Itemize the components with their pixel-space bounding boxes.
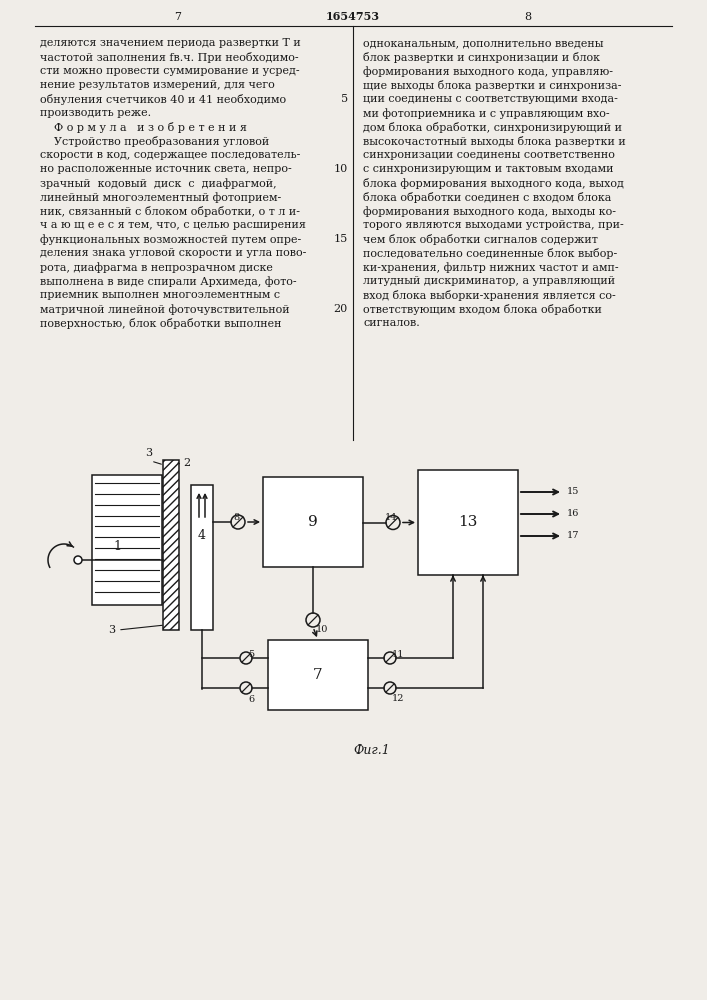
Text: 15: 15 xyxy=(334,234,348,244)
Text: линейный многоэлементный фотоприем-: линейный многоэлементный фотоприем- xyxy=(40,192,281,203)
Text: блока формирования выходного кода, выход: блока формирования выходного кода, выход xyxy=(363,178,624,189)
Text: 3: 3 xyxy=(108,625,115,635)
Text: выполнена в виде спирали Архимеда, фото-: выполнена в виде спирали Архимеда, фото- xyxy=(40,276,297,287)
Text: 20: 20 xyxy=(334,304,348,314)
Text: с синхронизирующим и тактовым входами: с синхронизирующим и тактовым входами xyxy=(363,164,614,174)
Text: 7: 7 xyxy=(313,668,323,682)
Text: вход блока выборки-хранения является со-: вход блока выборки-хранения является со- xyxy=(363,290,616,301)
Bar xyxy=(163,460,179,630)
Text: 7: 7 xyxy=(175,12,182,22)
Text: литудный дискриминатор, а управляющий: литудный дискриминатор, а управляющий xyxy=(363,276,615,286)
Text: 13: 13 xyxy=(458,516,478,530)
Text: 11: 11 xyxy=(392,650,404,659)
Text: деления знака угловой скорости и угла пово-: деления знака угловой скорости и угла по… xyxy=(40,248,306,258)
Text: 16: 16 xyxy=(567,510,579,518)
Text: 3: 3 xyxy=(146,448,153,458)
Text: ми фотоприемника и с управляющим вхо-: ми фотоприемника и с управляющим вхо- xyxy=(363,108,609,119)
Text: 10: 10 xyxy=(334,164,348,174)
Text: дом блока обработки, синхронизирующий и: дом блока обработки, синхронизирующий и xyxy=(363,122,622,133)
Text: щие выходы блока развертки и синхрониза-: щие выходы блока развертки и синхрониза- xyxy=(363,80,621,91)
Text: 4: 4 xyxy=(198,529,206,542)
Bar xyxy=(263,477,363,567)
Text: 9: 9 xyxy=(308,515,318,529)
Text: 17: 17 xyxy=(567,532,580,540)
Text: 1: 1 xyxy=(113,540,121,553)
Bar xyxy=(92,475,162,605)
Text: торого являются выходами устройства, при-: торого являются выходами устройства, при… xyxy=(363,220,624,230)
Text: приемник выполнен многоэлементным с: приемник выполнен многоэлементным с xyxy=(40,290,280,300)
Text: ответствующим входом блока обработки: ответствующим входом блока обработки xyxy=(363,304,602,315)
Text: производить реже.: производить реже. xyxy=(40,108,151,118)
Text: сигналов.: сигналов. xyxy=(363,318,420,328)
Text: матричной линейной фоточувствительной: матричной линейной фоточувствительной xyxy=(40,304,290,315)
Bar xyxy=(268,640,368,710)
Text: 8: 8 xyxy=(233,513,239,522)
Text: 15: 15 xyxy=(567,488,579,496)
Text: 14: 14 xyxy=(385,514,397,522)
Text: скорости в код, содержащее последователь-: скорости в код, содержащее последователь… xyxy=(40,150,300,160)
Text: обнуления счетчиков 40 и 41 необходимо: обнуления счетчиков 40 и 41 необходимо xyxy=(40,94,286,105)
Text: 2: 2 xyxy=(183,458,190,468)
Text: Устройство преобразования угловой: Устройство преобразования угловой xyxy=(40,136,269,147)
Text: нение результатов измерений, для чего: нение результатов измерений, для чего xyxy=(40,80,275,90)
Text: ч а ю щ е е с я тем, что, с целью расширения: ч а ю щ е е с я тем, что, с целью расшир… xyxy=(40,220,306,230)
Text: блока обработки соединен с входом блока: блока обработки соединен с входом блока xyxy=(363,192,612,203)
Text: ции соединены с соответствующими входа-: ции соединены с соответствующими входа- xyxy=(363,94,618,104)
Text: 8: 8 xyxy=(525,12,532,22)
Bar xyxy=(418,470,518,575)
Text: функциональных возможностей путем опре-: функциональных возможностей путем опре- xyxy=(40,234,301,245)
Text: чем блок обработки сигналов содержит: чем блок обработки сигналов содержит xyxy=(363,234,598,245)
Text: 1654753: 1654753 xyxy=(326,11,380,22)
Text: 10: 10 xyxy=(316,625,328,634)
Text: блок развертки и синхронизации и блок: блок развертки и синхронизации и блок xyxy=(363,52,600,63)
Text: 5: 5 xyxy=(248,650,254,659)
Text: поверхностью, блок обработки выполнен: поверхностью, блок обработки выполнен xyxy=(40,318,281,329)
Text: Ф о р м у л а   и з о б р е т е н и я: Ф о р м у л а и з о б р е т е н и я xyxy=(40,122,247,133)
Text: сти можно провести суммирование и усред-: сти можно провести суммирование и усред- xyxy=(40,66,300,76)
Text: высокочастотный выходы блока развертки и: высокочастотный выходы блока развертки и xyxy=(363,136,626,147)
Text: 12: 12 xyxy=(392,694,404,703)
Text: рота, диафрагма в непрозрачном диске: рота, диафрагма в непрозрачном диске xyxy=(40,262,273,273)
Text: ки-хранения, фильтр нижних частот и амп-: ки-хранения, фильтр нижних частот и амп- xyxy=(363,262,619,273)
Circle shape xyxy=(74,556,82,564)
Text: одноканальным, дополнительно введены: одноканальным, дополнительно введены xyxy=(363,38,604,48)
Text: но расположенные источник света, непро-: но расположенные источник света, непро- xyxy=(40,164,292,174)
Bar xyxy=(191,485,213,630)
Text: частотой заполнения fв.ч. При необходимо-: частотой заполнения fв.ч. При необходимо… xyxy=(40,52,298,63)
Text: 6: 6 xyxy=(248,695,254,704)
Text: синхронизации соединены соответственно: синхронизации соединены соответственно xyxy=(363,150,615,160)
Text: ник, связанный с блоком обработки, о т л и-: ник, связанный с блоком обработки, о т л… xyxy=(40,206,300,217)
Text: зрачный  кодовый  диск  с  диафрагмой,: зрачный кодовый диск с диафрагмой, xyxy=(40,178,276,189)
Text: формирования выходного кода, выходы ко-: формирования выходного кода, выходы ко- xyxy=(363,206,616,217)
Text: деляются значением периода развертки T и: деляются значением периода развертки T и xyxy=(40,38,300,48)
Text: последовательно соединенные блок выбор-: последовательно соединенные блок выбор- xyxy=(363,248,617,259)
Text: формирования выходного кода, управляю-: формирования выходного кода, управляю- xyxy=(363,66,613,77)
Text: Фиг.1: Фиг.1 xyxy=(353,744,390,756)
Text: 5: 5 xyxy=(341,94,348,104)
